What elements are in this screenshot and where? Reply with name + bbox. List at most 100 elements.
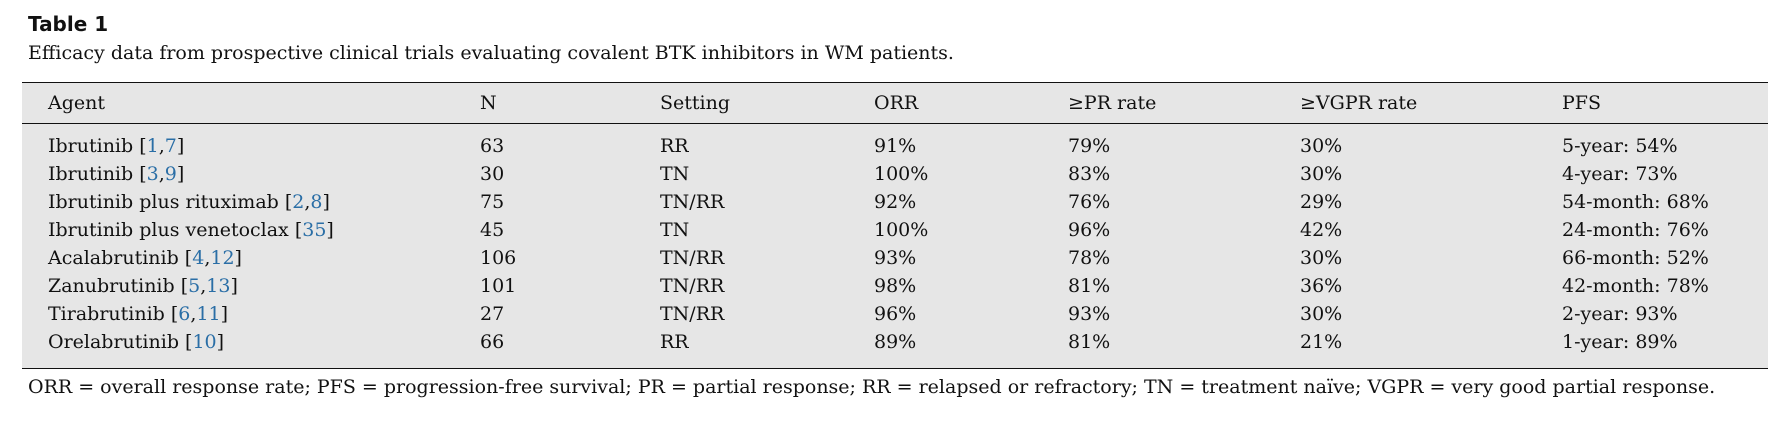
cell-pr-rate: 78% <box>1068 247 1111 269</box>
reference-link[interactable]: 13 <box>206 275 231 297</box>
reference-link[interactable]: 12 <box>210 247 235 269</box>
table-label: Table 1 <box>28 12 109 36</box>
cell-pr-rate: 96% <box>1068 219 1111 241</box>
reference-link[interactable]: 10 <box>192 331 217 353</box>
cell-pr-rate: 83% <box>1068 163 1111 185</box>
agent-name: Tirabrutinib <box>48 303 165 325</box>
reference-link[interactable]: 1 <box>146 135 159 157</box>
cell-agent: Ibrutinib [1,7] <box>48 135 185 157</box>
agent-name: Ibrutinib plus rituximab <box>48 191 279 213</box>
cell-pfs: 24-month: 76% <box>1562 219 1709 241</box>
cell-n: 30 <box>480 163 505 185</box>
cell-pfs: 4-year: 73% <box>1562 163 1678 185</box>
reference-link[interactable]: 6 <box>178 303 191 325</box>
table-footnote: ORR = overall response rate; PFS = progr… <box>28 376 1716 398</box>
cell-agent: Zanubrutinib [5,13] <box>48 275 238 297</box>
header-vgpr-rate: ≥VGPR rate <box>1300 83 1562 124</box>
cell-n: 101 <box>480 275 517 297</box>
cell-vgpr-rate: 30% <box>1300 303 1343 325</box>
agent-name: Orelabrutinib <box>48 331 179 353</box>
cell-setting: TN <box>660 163 690 185</box>
reference-link[interactable]: 11 <box>196 303 221 325</box>
table-row: Ibrutinib plus venetoclax [35] 45 TN 100% 96… <box>22 216 1768 244</box>
efficacy-table: Agent N Setting ORR ≥PR rate ≥VGPR rate … <box>22 83 1768 356</box>
cell-orr: 100% <box>874 163 929 185</box>
cell-orr: 93% <box>874 247 917 269</box>
cell-orr: 89% <box>874 331 917 353</box>
agent-name: Ibrutinib plus venetoclax <box>48 219 289 241</box>
table-row: Ibrutinib [1,7] 63 RR 91% 79% 30% 5-year: 54% <box>22 124 1768 161</box>
table-row: Orelabrutinib [10] 66 RR 89% 81% 21% 1-year: 8… <box>22 328 1768 356</box>
cell-setting: TN/RR <box>660 303 725 325</box>
table-row: Ibrutinib plus rituximab [2,8] 75 TN/RR 92%… <box>22 188 1768 216</box>
cell-agent: Acalabrutinib [4,12] <box>48 247 242 269</box>
table-row: Ibrutinib [3,9] 30 TN 100% 83% 30% 4-year: 73% <box>22 160 1768 188</box>
cell-agent: Ibrutinib plus rituximab [2,8] <box>48 191 330 213</box>
cell-n: 106 <box>480 247 517 269</box>
cell-vgpr-rate: 36% <box>1300 275 1343 297</box>
cell-n: 27 <box>480 303 505 325</box>
reference-link[interactable]: 2 <box>292 191 305 213</box>
cell-orr: 100% <box>874 219 929 241</box>
cell-n: 63 <box>480 135 505 157</box>
header-row: Agent N Setting ORR ≥PR rate ≥VGPR rate … <box>22 83 1768 124</box>
reference-link[interactable]: 5 <box>188 275 201 297</box>
cell-setting: RR <box>660 331 689 353</box>
cell-setting: RR <box>660 135 689 157</box>
cell-n: 66 <box>480 331 505 353</box>
cell-setting: TN/RR <box>660 191 725 213</box>
cell-setting: TN <box>660 219 690 241</box>
table-container: Agent N Setting ORR ≥PR rate ≥VGPR rate … <box>22 82 1768 369</box>
cell-agent: Tirabrutinib [6,11] <box>48 303 229 325</box>
cell-n: 75 <box>480 191 505 213</box>
cell-pr-rate: 93% <box>1068 303 1111 325</box>
cell-vgpr-rate: 29% <box>1300 191 1343 213</box>
reference-link[interactable]: 7 <box>164 135 177 157</box>
agent-name: Ibrutinib <box>48 163 134 185</box>
cell-agent: Ibrutinib plus venetoclax [35] <box>48 219 334 241</box>
cell-setting: TN/RR <box>660 247 725 269</box>
table-row: Acalabrutinib [4,12] 106 TN/RR 93% 78% 30% 66-… <box>22 244 1768 272</box>
cell-vgpr-rate: 21% <box>1300 331 1343 353</box>
header-n: N <box>480 83 660 124</box>
cell-pfs: 1-year: 89% <box>1562 331 1678 353</box>
table-caption: Efficacy data from prospective clinical … <box>28 42 954 64</box>
agent-name: Zanubrutinib <box>48 275 175 297</box>
cell-agent: Ibrutinib [3,9] <box>48 163 185 185</box>
cell-vgpr-rate: 30% <box>1300 247 1343 269</box>
cell-orr: 98% <box>874 275 917 297</box>
cell-pfs: 2-year: 93% <box>1562 303 1678 325</box>
reference-link[interactable]: 4 <box>192 247 205 269</box>
cell-setting: TN/RR <box>660 275 725 297</box>
cell-agent: Orelabrutinib [10] <box>48 331 225 353</box>
cell-pr-rate: 81% <box>1068 331 1111 353</box>
header-pr-rate: ≥PR rate <box>1068 83 1300 124</box>
agent-name: Acalabrutinib <box>48 247 179 269</box>
table-body: Ibrutinib [1,7] 63 RR 91% 79% 30% 5-year: 54% I… <box>22 124 1768 357</box>
header-agent: Agent <box>22 83 480 124</box>
table-row: Zanubrutinib [5,13] 101 TN/RR 98% 81% 36% 42-m… <box>22 272 1768 300</box>
cell-orr: 91% <box>874 135 917 157</box>
cell-pfs: 5-year: 54% <box>1562 135 1678 157</box>
header-orr: ORR <box>874 83 1068 124</box>
cell-pr-rate: 79% <box>1068 135 1111 157</box>
cell-vgpr-rate: 42% <box>1300 219 1343 241</box>
cell-pfs: 42-month: 78% <box>1562 275 1709 297</box>
reference-link[interactable]: 9 <box>164 163 177 185</box>
reference-link[interactable]: 3 <box>146 163 159 185</box>
cell-pr-rate: 81% <box>1068 275 1111 297</box>
cell-vgpr-rate: 30% <box>1300 163 1343 185</box>
cell-pfs: 66-month: 52% <box>1562 247 1709 269</box>
cell-pr-rate: 76% <box>1068 191 1111 213</box>
reference-link[interactable]: 8 <box>310 191 323 213</box>
cell-vgpr-rate: 30% <box>1300 135 1343 157</box>
table-row: Tirabrutinib [6,11] 27 TN/RR 96% 93% 30% 2-yea… <box>22 300 1768 328</box>
cell-n: 45 <box>480 219 505 241</box>
header-setting: Setting <box>660 83 874 124</box>
reference-link[interactable]: 35 <box>302 219 327 241</box>
header-pfs: PFS <box>1562 83 1768 124</box>
cell-orr: 92% <box>874 191 917 213</box>
cell-orr: 96% <box>874 303 917 325</box>
cell-pfs: 54-month: 68% <box>1562 191 1709 213</box>
